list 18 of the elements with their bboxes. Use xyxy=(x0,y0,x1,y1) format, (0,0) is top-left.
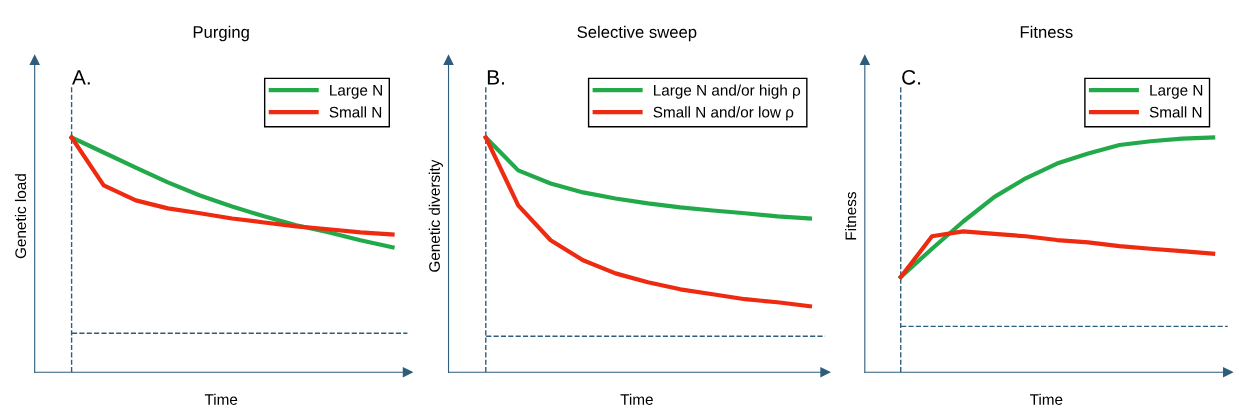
chart-title: Selective sweep xyxy=(577,25,697,42)
y-axis-title: Fitness xyxy=(845,192,857,240)
legend-label: Small N xyxy=(1149,106,1202,118)
x-axis-title: Time xyxy=(204,393,238,405)
legend-label: Large N xyxy=(330,85,382,99)
text: C. xyxy=(902,69,921,85)
legend-label: Small N and/or low ρ xyxy=(653,106,794,121)
legend-label: Large N and/or high ρ xyxy=(654,84,801,99)
legend-label: Large N xyxy=(1150,85,1203,99)
x-axis-title: Time xyxy=(620,393,653,405)
text: B. xyxy=(487,70,504,85)
chart-title: Fitness xyxy=(1020,25,1073,38)
legend-label: Small N xyxy=(329,106,382,118)
x-axis-title: Time xyxy=(1029,393,1063,405)
y-axis-title: Genetic diversity xyxy=(428,159,443,272)
y-axis-title: Genetic load xyxy=(14,174,27,259)
chart-title: Purging xyxy=(193,25,249,42)
text: A. xyxy=(72,70,90,85)
